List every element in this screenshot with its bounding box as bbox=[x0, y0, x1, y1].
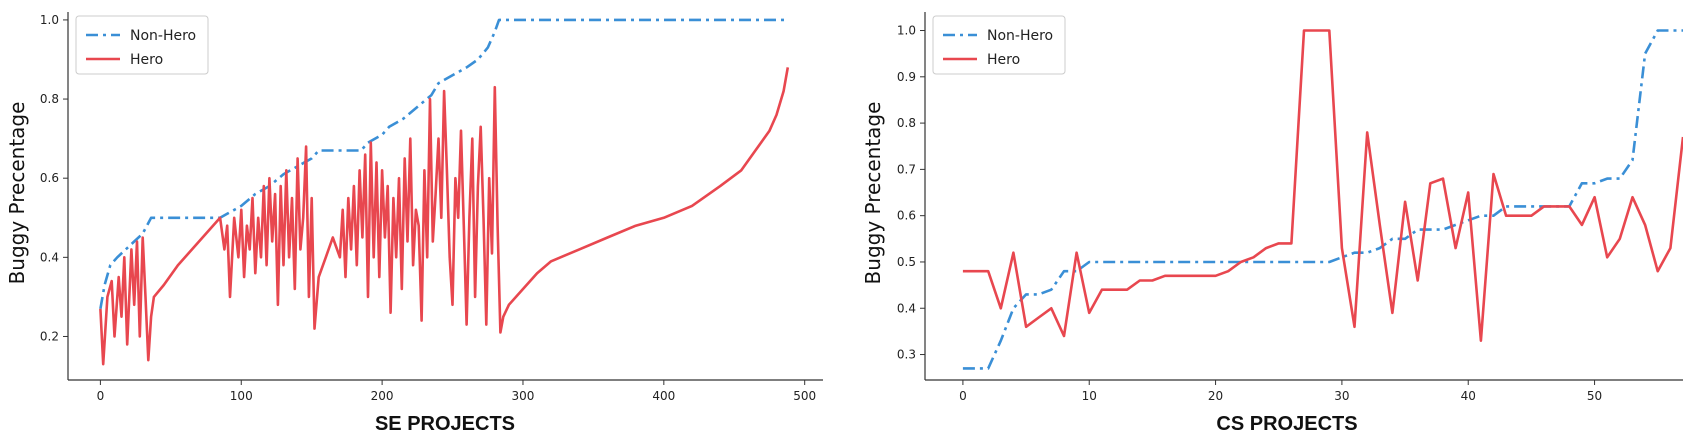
non-hero-series-line bbox=[962, 29, 1683, 370]
y-tick-label: 1.0 bbox=[40, 13, 59, 27]
x-tick-label: 30 bbox=[1334, 389, 1349, 403]
legend-label: Hero bbox=[987, 52, 1020, 68]
x-tick-label: 0 bbox=[959, 389, 967, 403]
legend-label: Non-Hero bbox=[987, 28, 1053, 44]
non-hero-series-line bbox=[99, 18, 788, 310]
y-tick-label: 0.8 bbox=[40, 92, 59, 106]
y-tick-label: 0.6 bbox=[897, 209, 916, 223]
y-tick-label: 0.4 bbox=[897, 301, 916, 315]
x-axis-title: CS PROJECTS bbox=[1216, 413, 1357, 435]
x-tick-label: 40 bbox=[1461, 389, 1476, 403]
cs-projects-plot: 0.3 0.4 0.5 0.6 0.7 0.8 0.9 1.0 0 10 20 30 40 50 Non-H… bbox=[897, 12, 1683, 403]
x-axis-title: SE PROJECTS bbox=[375, 413, 515, 435]
x-tick-label: 50 bbox=[1587, 389, 1602, 403]
hero-series-line bbox=[962, 29, 1683, 343]
legend: Non-Hero Hero bbox=[932, 15, 1066, 75]
y-axis-title: Buggy Precentage bbox=[5, 102, 29, 285]
hero-series-line bbox=[99, 67, 790, 366]
x-tick-label: 400 bbox=[652, 389, 675, 403]
y-tick-label: 0.6 bbox=[40, 171, 59, 185]
y-tick-label: 0.8 bbox=[897, 116, 916, 130]
right-chart: 0.3 0.4 0.5 0.6 0.7 0.8 0.9 1.0 0 10 20 30 40 50 Non-H… bbox=[861, 12, 1683, 435]
x-tick-label: 300 bbox=[512, 389, 535, 403]
legend-label: Non-Hero bbox=[130, 28, 196, 44]
y-tick-label: 0.9 bbox=[897, 70, 916, 84]
x-tick-label: 20 bbox=[1208, 389, 1223, 403]
x-tick-label: 500 bbox=[793, 389, 816, 403]
x-tick-label: 100 bbox=[230, 389, 253, 403]
y-tick-label: 1.0 bbox=[897, 24, 916, 38]
se-projects-plot: 0.2 0.4 0.6 0.8 1.0 0 100 200 300 400 500 Non-Hero H… bbox=[40, 12, 823, 403]
y-tick-label: 0.4 bbox=[40, 250, 59, 264]
y-tick-label: 0.7 bbox=[897, 162, 916, 176]
y-tick-label: 0.2 bbox=[40, 329, 59, 343]
legend: Non-Hero Hero bbox=[75, 15, 209, 75]
legend-label: Hero bbox=[130, 52, 163, 68]
left-chart: 0.2 0.4 0.6 0.8 1.0 0 100 200 300 400 500 Non-Hero H… bbox=[5, 12, 823, 435]
x-tick-label: 0 bbox=[97, 389, 105, 403]
y-tick-label: 0.5 bbox=[897, 255, 916, 269]
y-axis-title: Buggy Precentage bbox=[861, 102, 885, 285]
x-tick-label: 200 bbox=[371, 389, 394, 403]
x-tick-label: 10 bbox=[1082, 389, 1097, 403]
y-tick-label: 0.3 bbox=[897, 348, 916, 362]
